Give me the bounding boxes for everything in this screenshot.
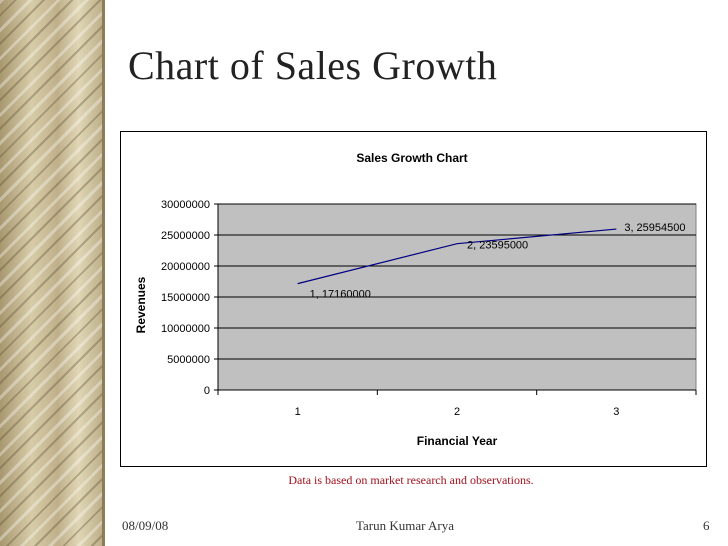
y-tick-label: 25000000 [161,230,210,242]
data-label: 2, 23595000 [467,240,528,252]
decorative-rope-border [0,0,105,546]
chart-title: Sales Growth Chart [356,151,467,165]
y-tick-label: 20000000 [161,261,210,273]
footer-page-number: 6 [703,518,710,533]
data-label: 1, 17160000 [310,289,371,301]
y-axis-label: Revenues [134,276,148,333]
y-tick-label: 15000000 [161,292,210,304]
series-line [297,228,617,285]
footer-author: Tarun Kumar Arya [356,518,455,533]
x-axis-label: Financial Year [417,434,498,448]
y-tick-label: 10000000 [161,323,210,335]
footer-date: 08/09/08 [122,518,169,533]
data-label: 3, 25954500 [624,222,685,234]
x-tick-label: 2 [454,406,460,418]
x-tick-label: 1 [295,406,301,418]
sales-growth-chart: Sales Growth Chart 0 5000000 10000000 150000… [134,151,697,448]
y-tick-label: 0 [204,385,210,397]
x-tick-label: 3 [613,406,619,418]
y-tick-label: 5000000 [167,354,210,366]
chart-frame: Sales Growth Chart 0 5000000 10000000 150000… [120,131,707,467]
data-source-note: Data is based on market research and obs… [288,473,534,487]
slide-title: Chart of Sales Growth [128,43,498,88]
y-tick-label: 30000000 [161,199,210,211]
